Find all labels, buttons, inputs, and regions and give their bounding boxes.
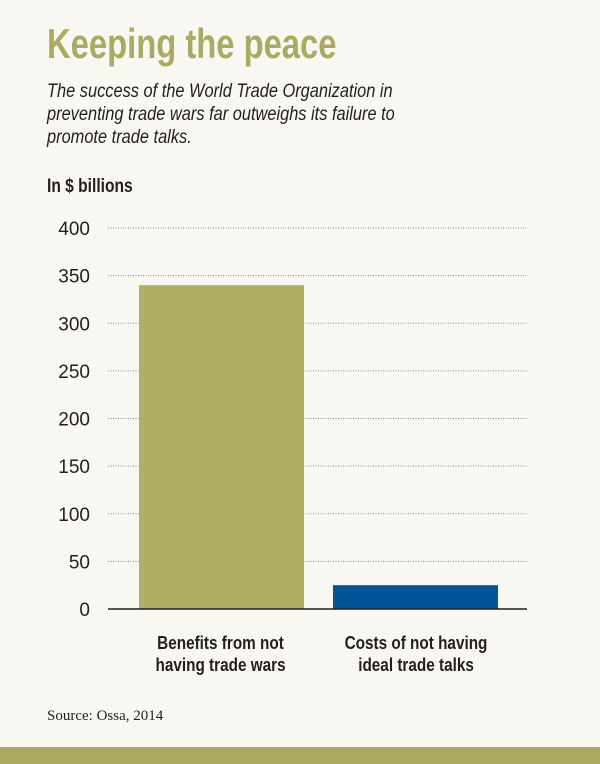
y-tick-label: 50	[69, 552, 90, 573]
y-tick-label: 250	[58, 362, 90, 383]
bottom-accent-bar	[0, 747, 600, 764]
y-tick-label: 350	[58, 267, 90, 288]
subtitle-line-2: preventing trade wars far outweighs its …	[47, 103, 395, 125]
y-axis-label: In $ billions	[47, 176, 133, 197]
chart-title: Keeping the peace	[47, 20, 337, 67]
y-tick-label: 300	[58, 314, 90, 335]
category-label-costs: Costs of not having ideal trade talks	[316, 632, 516, 676]
y-tick-label: 150	[58, 457, 90, 478]
subtitle-line-1: The success of the World Trade Organizat…	[47, 80, 393, 102]
category-label-benefits: Benefits from not having trade wars	[121, 632, 321, 676]
subtitle-line-3: promote trade talks.	[47, 126, 192, 148]
category-label-line: Costs of not having	[344, 633, 488, 653]
source-note: Source: Ossa, 2014	[47, 708, 164, 724]
y-tick-label: 200	[58, 410, 90, 431]
category-label-line: ideal trade talks	[358, 655, 474, 675]
y-tick-label: 100	[58, 505, 90, 526]
bar-1	[333, 585, 498, 609]
category-label-line: having trade wars	[155, 655, 287, 675]
category-label-line: Benefits from not	[157, 633, 285, 653]
y-tick-label: 400	[58, 219, 90, 240]
bar-0	[139, 285, 304, 609]
y-tick-label: 0	[79, 600, 90, 621]
